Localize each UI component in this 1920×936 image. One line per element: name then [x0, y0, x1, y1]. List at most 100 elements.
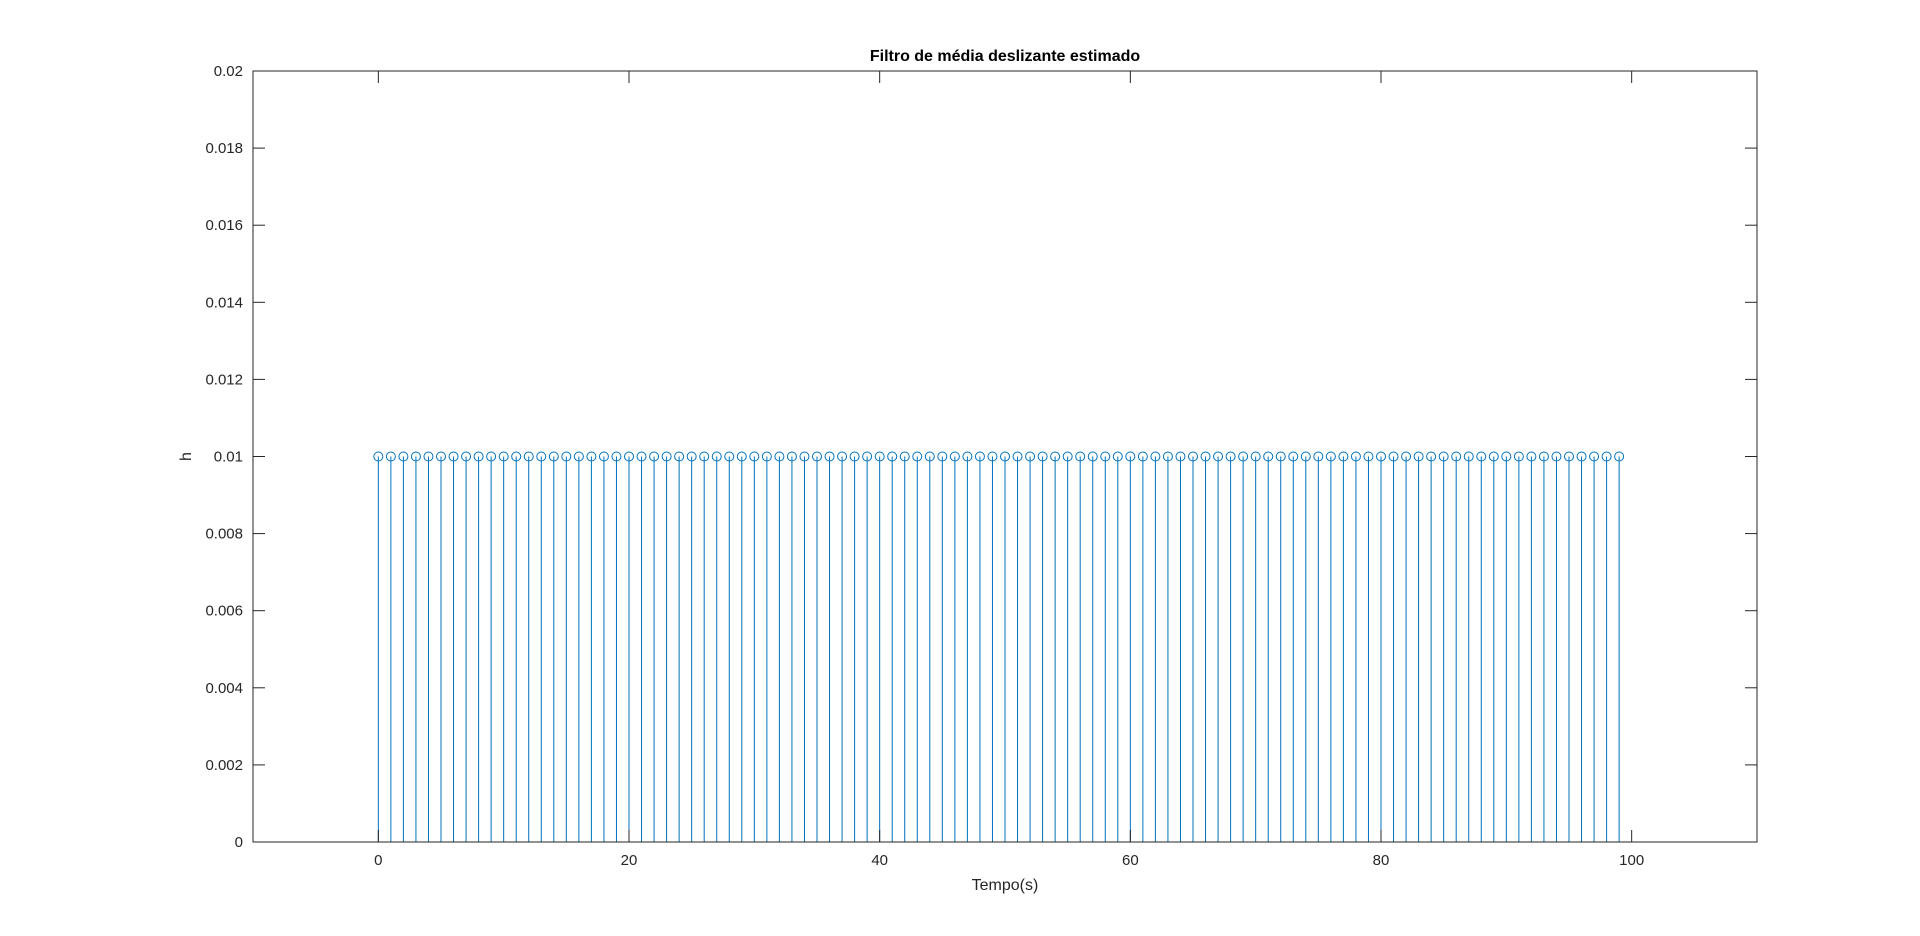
stem-marker — [473, 451, 484, 462]
stem-marker — [1137, 451, 1148, 462]
stem-marker — [736, 451, 747, 462]
stem-marker — [686, 451, 697, 462]
x-tick-label: 60 — [1122, 852, 1139, 869]
stem-marker — [1175, 451, 1186, 462]
stem-marker — [1526, 451, 1537, 462]
stem-marker — [987, 451, 998, 462]
stem-marker — [1075, 451, 1086, 462]
stem-marker — [849, 451, 860, 462]
stem-marker — [410, 451, 421, 462]
stem-marker — [1112, 451, 1123, 462]
stem-marker — [1476, 451, 1487, 462]
stem-marker — [1300, 451, 1311, 462]
x-tick-label: 100 — [1619, 852, 1644, 869]
stem-marker — [423, 451, 434, 462]
stem-marker — [1488, 451, 1499, 462]
stem-marker — [1413, 451, 1424, 462]
stem-marker — [1589, 451, 1600, 462]
stem-marker — [1401, 451, 1412, 462]
stem-marker — [1125, 451, 1136, 462]
stem-marker — [1363, 451, 1374, 462]
stem-marker — [586, 451, 597, 462]
stem-marker — [1062, 451, 1073, 462]
x-tick-label: 40 — [871, 852, 888, 869]
stem-marker — [548, 451, 559, 462]
stem-marker — [486, 451, 497, 462]
stem-marker — [887, 451, 898, 462]
stem-marker — [1338, 451, 1349, 462]
y-tick-label: 0.016 — [205, 217, 243, 234]
stem-marker — [1388, 451, 1399, 462]
stem-marker — [385, 451, 396, 462]
stem-marker — [862, 451, 873, 462]
stem-marker — [1000, 451, 1010, 462]
stem-marker — [1250, 451, 1261, 462]
stem-marker — [837, 451, 848, 462]
stem-marker — [624, 451, 634, 462]
stem-marker — [912, 451, 923, 462]
y-tick-label: 0.02 — [214, 63, 243, 80]
x-tick-label: 80 — [1373, 852, 1390, 869]
stem-marker — [1564, 451, 1574, 462]
stem-marker — [1601, 451, 1612, 462]
stem-marker — [924, 451, 935, 462]
stem-marker — [536, 451, 547, 462]
stem-marker — [937, 451, 948, 462]
stem-marker — [1037, 451, 1048, 462]
stem-marker — [674, 451, 685, 462]
stem-marker — [436, 451, 446, 462]
stem-marker — [523, 451, 534, 462]
stem-marker — [1150, 451, 1161, 462]
stem-marker — [699, 451, 710, 462]
stem-marker — [1225, 451, 1236, 462]
y-tick-label: 0.014 — [205, 294, 243, 311]
y-tick-label: 0.018 — [205, 140, 243, 157]
stem-marker — [949, 451, 960, 462]
stem-marker — [661, 451, 672, 462]
stem-marker — [1025, 451, 1036, 462]
y-axis-label: h — [178, 452, 195, 461]
stem-marker — [636, 451, 647, 462]
stem-marker — [799, 451, 810, 462]
stem-marker — [511, 451, 522, 462]
stem-marker — [774, 451, 785, 462]
stem-marker — [899, 451, 910, 462]
ticks: 0 20 40 60 80 100 0 0.002 0.004 0.006 0.008 0.01 0.0… — [205, 63, 1757, 869]
stem-marker — [1162, 451, 1173, 462]
stem-marker — [1501, 451, 1512, 462]
stem-marker — [461, 451, 472, 462]
stem-marker — [1100, 451, 1111, 462]
stem-marker — [786, 451, 797, 462]
stem-marker — [498, 451, 509, 462]
stem-marker — [373, 451, 384, 462]
y-tick-label: 0.012 — [205, 371, 243, 388]
stem-marker — [611, 451, 622, 462]
stem-marker — [1614, 451, 1625, 462]
x-tick-label: 20 — [621, 852, 638, 869]
stem-marker — [1275, 451, 1286, 462]
stem-marker — [1188, 451, 1198, 462]
stem-marker — [812, 451, 822, 462]
stem-marker — [448, 451, 459, 462]
stem-marker — [1426, 451, 1437, 462]
stem-marker — [398, 451, 409, 462]
stem-marker — [1213, 451, 1224, 462]
stem-marker — [1238, 451, 1249, 462]
chart-title: Filtro de média deslizante estimado — [870, 48, 1141, 65]
y-tick-label: 0 — [235, 834, 243, 851]
stem-marker — [1350, 451, 1361, 462]
y-tick-label: 0.01 — [214, 449, 243, 466]
stem-marker — [749, 451, 760, 462]
stem-marker — [573, 451, 584, 462]
x-axis-label: Tempo(s) — [972, 877, 1039, 894]
stem-marker — [1551, 451, 1562, 462]
x-tick-label: 0 — [374, 852, 382, 869]
stem-marker — [1313, 451, 1324, 462]
stem-marker — [1200, 451, 1211, 462]
y-tick-label: 0.006 — [205, 603, 243, 620]
y-tick-label: 0.008 — [205, 526, 243, 543]
stem-marker — [1325, 451, 1336, 462]
stem-marker — [1263, 451, 1274, 462]
stem-marker — [1451, 451, 1462, 462]
